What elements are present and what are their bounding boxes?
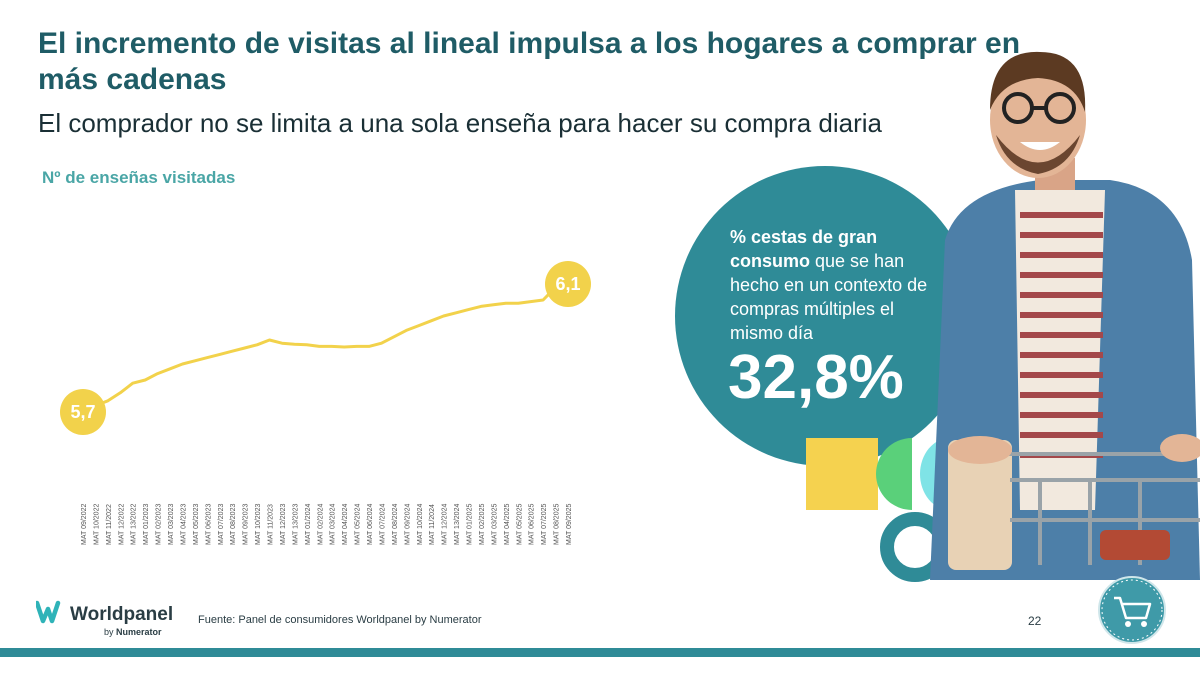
shopping-cart-icon — [1101, 579, 1163, 641]
highlight-text-bold: % cestas de gran consumo — [730, 227, 878, 271]
x-tick-label: MAT 12/2022 — [118, 504, 125, 545]
data-label: 5,7 — [70, 402, 95, 422]
line-chart: MAT 09/2022 MAT 10/2022 MAT 11/2022 MAT 12/… — [60, 261, 591, 545]
x-tick-label: MAT 06/2024 — [367, 504, 374, 545]
x-tick-label: MAT 02/2025 — [479, 504, 486, 545]
x-tick-label: MAT 08/2023 — [230, 504, 237, 545]
x-tick-label: MAT 05/2023 — [193, 504, 200, 545]
x-tick-label: MAT 04/2025 — [504, 504, 511, 545]
x-tick-label: MAT 02/2024 — [317, 504, 324, 545]
brand-name: Worldpanel — [70, 604, 174, 625]
x-tick-label: MAT 01/2024 — [305, 504, 312, 545]
data-label: 6,1 — [555, 274, 580, 294]
x-tick-label: MAT 04/2024 — [342, 504, 349, 545]
x-tick-label: MAT 03/2024 — [330, 504, 337, 545]
brand-by-name: Numerator — [116, 627, 162, 637]
x-tick-label: MAT 07/2023 — [218, 504, 225, 545]
x-tick-label: MAT 09/2023 — [243, 504, 250, 545]
series-line — [82, 282, 569, 414]
x-tick-label: MAT 02/2023 — [156, 504, 163, 545]
worldpanel-logo-icon — [36, 600, 61, 624]
x-tick-label: MAT 10/2024 — [417, 504, 424, 545]
highlight-value: 32,8% — [728, 343, 904, 412]
x-tick-label: MAT 12/2024 — [442, 504, 449, 545]
x-tick-label: MAT 08/2024 — [392, 504, 399, 545]
x-tick-label: MAT 13/2023 — [292, 504, 299, 545]
highlight-bubble — [675, 166, 975, 466]
x-tick-label: MAT 03/2023 — [168, 504, 175, 545]
data-label-marker — [60, 389, 106, 435]
x-tick-label: MAT 03/2025 — [491, 504, 498, 545]
shopper-photo — [930, 51, 1200, 580]
chart-title: Nº de enseñas visitadas — [42, 168, 236, 187]
x-tick-label: MAT 11/2022 — [106, 504, 113, 545]
x-tick-label: MAT 05/2025 — [516, 504, 523, 545]
x-tick-label: MAT 01/2023 — [143, 504, 150, 545]
x-tick-label: MAT 09/2022 — [81, 504, 88, 545]
x-tick-label: MAT 07/2025 — [541, 504, 548, 545]
x-tick-label: MAT 04/2023 — [180, 504, 187, 545]
data-label-marker — [545, 261, 591, 307]
x-tick-label: MAT 06/2025 — [529, 504, 536, 545]
x-tick-label: MAT 11/2024 — [429, 504, 436, 545]
x-tick-label: MAT 12/2023 — [280, 504, 287, 545]
x-tick-label: MAT 01/2025 — [467, 504, 474, 545]
brand-by-word: by — [104, 627, 114, 637]
highlight-text-rest: que se han hecho en un contexto de compr… — [730, 251, 928, 343]
x-tick-label: MAT 06/2023 — [205, 504, 212, 545]
x-tick-label: MAT 08/2025 — [554, 504, 561, 545]
x-tick-label: MAT 09/2024 — [404, 504, 411, 545]
x-tick-label: MAT 10/2022 — [93, 504, 100, 545]
x-tick-label: MAT 10/2023 — [255, 504, 262, 545]
shopping-cart-badge — [1098, 576, 1166, 644]
x-tick-label: MAT 11/2023 — [268, 504, 275, 545]
footer-strip — [0, 657, 1200, 678]
page-number: 22 — [1028, 614, 1042, 628]
highlight-text: % cestas de gran consumo que se han hech… — [730, 225, 945, 345]
page-subtitle: El comprador no se limita a una sola ens… — [38, 108, 883, 138]
x-tick-label: MAT 13/2022 — [131, 504, 138, 545]
x-tick-label: MAT 05/2024 — [355, 504, 362, 545]
x-tick-label: MAT 07/2024 — [379, 504, 386, 545]
source-note: Fuente: Panel de consumidores Worldpanel… — [198, 614, 482, 626]
footer-bar — [0, 648, 1200, 657]
page-title: El incremento de visitas al lineal impul… — [38, 27, 1021, 96]
x-tick-label: MAT 13/2024 — [454, 504, 461, 545]
x-tick-label: MAT 09/2025 — [566, 504, 573, 545]
brand-by: by Numerator — [104, 627, 162, 637]
